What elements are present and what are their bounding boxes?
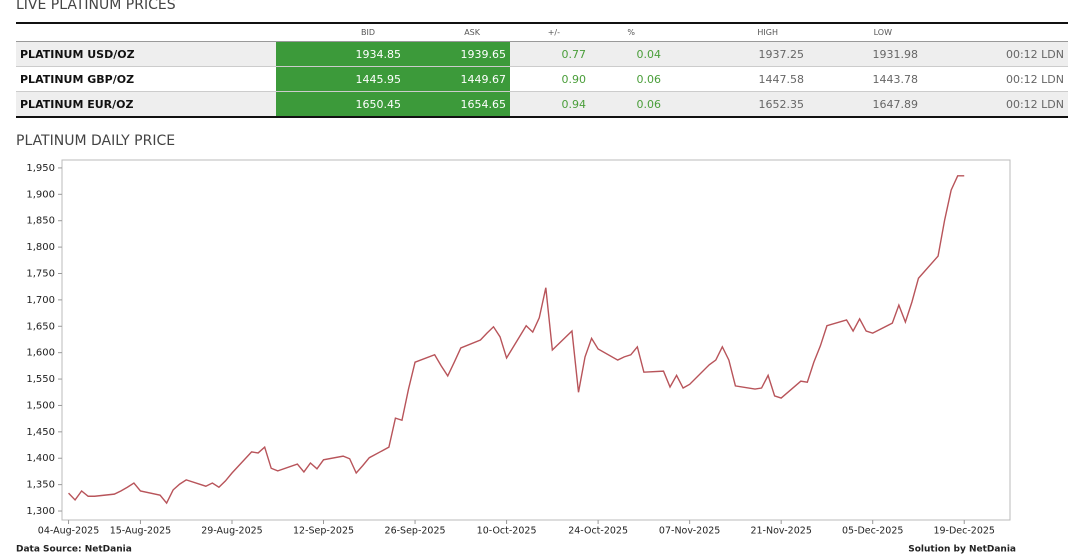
- price-table: BID ASK +/-% HIGH LOW PLATINUM USD/OZ 1934.85 1…: [16, 22, 1068, 118]
- price-cell: 1447.58: [665, 66, 808, 92]
- header-row: BID ASK +/-% HIGH LOW: [16, 23, 1068, 42]
- price-cell: 1652.35: [665, 91, 808, 118]
- x-tick-label: 04-Aug-2025: [38, 526, 99, 537]
- y-tick-label: 1,500: [26, 400, 55, 411]
- price-cell: 1931.98: [808, 41, 922, 67]
- header-cell: BID: [276, 23, 405, 42]
- instrument-name: PLATINUM GBP/OZ: [16, 66, 276, 92]
- x-tick-label: 07-Nov-2025: [659, 526, 720, 537]
- y-tick-label: 1,550: [26, 374, 55, 385]
- y-tick-label: 1,800: [26, 242, 55, 253]
- x-tick-label: 15-Aug-2025: [110, 526, 171, 537]
- y-tick-label: 1,650: [26, 321, 55, 332]
- y-tick-label: 1,700: [26, 295, 55, 306]
- header-cell: [16, 23, 276, 42]
- price-line: [68, 175, 965, 505]
- price-cell: 1445.95: [276, 66, 405, 92]
- price-cell: 1654.65: [405, 91, 510, 118]
- y-tick-label: 1,400: [26, 453, 55, 464]
- x-tick-label: 21-Nov-2025: [750, 526, 811, 537]
- price-row: PLATINUM GBP/OZ 1445.95 1449.67 0.90 0.06 144…: [16, 66, 1068, 92]
- x-tick-label: 19-Dec-2025: [933, 526, 995, 537]
- header-cell: HIGH: [665, 23, 808, 42]
- price-cell: 1937.25: [665, 41, 808, 67]
- instrument-name: PLATINUM EUR/OZ: [16, 91, 276, 118]
- y-tick-label: 1,950: [26, 163, 55, 174]
- y-tick-label: 1,750: [26, 268, 55, 279]
- x-tick-label: 05-Dec-2025: [842, 526, 904, 537]
- y-tick-label: 1,350: [26, 480, 55, 491]
- price-cell: 1650.45: [276, 91, 405, 118]
- price-cell: 00:12 LDN: [922, 91, 1068, 118]
- y-tick-label: 1,600: [26, 348, 55, 359]
- x-tick-label: 12-Sep-2025: [293, 526, 354, 537]
- x-tick-label: 26-Sep-2025: [385, 526, 446, 537]
- header-cell: ASK: [405, 23, 510, 42]
- y-tick-label: 1,900: [26, 189, 55, 200]
- y-tick-label: 1,300: [26, 506, 55, 517]
- price-cell: 0.06: [590, 91, 665, 118]
- section-title: LIVE PLATINUM PRICES: [16, 0, 176, 13]
- y-tick-label: 1,450: [26, 427, 55, 438]
- credit: Solution by NetDania: [908, 545, 1016, 555]
- x-tick-label: 29-Aug-2025: [201, 526, 262, 537]
- instrument-name: PLATINUM USD/OZ: [16, 41, 276, 67]
- y-tick-label: 1,850: [26, 216, 55, 227]
- price-cell: 1647.89: [808, 91, 922, 118]
- price-cell: 1934.85: [276, 41, 405, 67]
- x-tick-label: 24-Oct-2025: [568, 526, 628, 537]
- chart-title: PLATINUM DAILY PRICE: [16, 133, 175, 149]
- price-cell: 0.94: [510, 91, 590, 118]
- plot-frame: [61, 159, 1011, 521]
- price-cell: 1443.78: [808, 66, 922, 92]
- price-cell: 0.06: [590, 66, 665, 92]
- x-tick-label: 10-Oct-2025: [477, 526, 537, 537]
- header-cell: %: [590, 23, 665, 42]
- price-cell: 00:12 LDN: [922, 66, 1068, 92]
- price-cell: 00:12 LDN: [922, 41, 1068, 67]
- price-cell: 1449.67: [405, 66, 510, 92]
- data-source: Data Source: NetDania: [16, 545, 132, 555]
- header-cell: +/-: [510, 23, 590, 42]
- header-cell: LOW: [808, 23, 922, 42]
- price-cell: 0.90: [510, 66, 590, 92]
- header-cell: [922, 23, 1068, 42]
- price-cell: 0.04: [590, 41, 665, 67]
- price-row: PLATINUM EUR/OZ 1650.45 1654.65 0.94 0.06 165…: [16, 91, 1068, 118]
- price-cell: 0.77: [510, 41, 590, 67]
- price-row: PLATINUM USD/OZ 1934.85 1939.65 0.77 0.04 193…: [16, 41, 1068, 67]
- price-cell: 1939.65: [405, 41, 510, 67]
